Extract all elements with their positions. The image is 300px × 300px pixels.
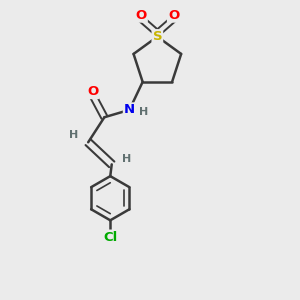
Text: N: N [124, 103, 135, 116]
Text: S: S [152, 30, 162, 43]
Text: H: H [139, 107, 148, 117]
Text: H: H [69, 130, 79, 140]
Text: O: O [136, 9, 147, 22]
Text: O: O [87, 85, 98, 98]
Text: O: O [168, 9, 179, 22]
Text: H: H [122, 154, 132, 164]
Text: Cl: Cl [103, 231, 117, 244]
